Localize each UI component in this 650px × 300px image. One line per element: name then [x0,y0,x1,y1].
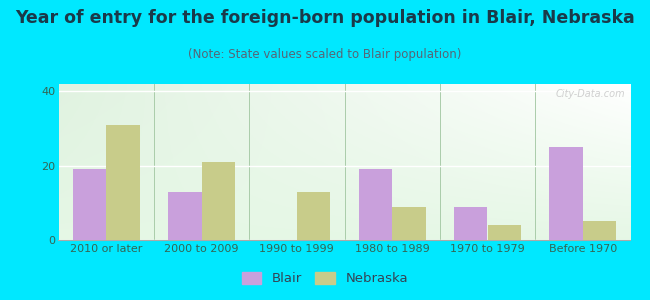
Bar [168,192,202,240]
Text: (Note: State values scaled to Blair population): (Note: State values scaled to Blair popu… [188,48,462,61]
Bar [583,221,616,240]
Bar [202,162,235,240]
Bar [359,169,392,240]
Bar [73,169,106,240]
Text: City-Data.com: City-Data.com [555,89,625,99]
Bar [297,192,330,240]
Bar [392,207,426,240]
Bar [106,125,140,240]
Legend: Blair, Nebraska: Blair, Nebraska [237,266,413,290]
Bar [488,225,521,240]
Bar [454,207,488,240]
Bar [549,147,583,240]
Text: Year of entry for the foreign-born population in Blair, Nebraska: Year of entry for the foreign-born popul… [15,9,635,27]
